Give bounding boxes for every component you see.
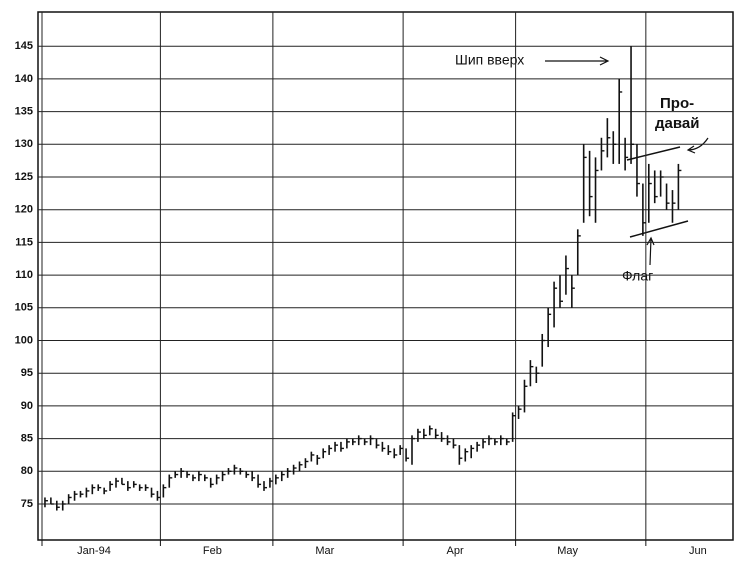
y-tick-label: 100 xyxy=(15,334,33,346)
x-tick-label: Feb xyxy=(203,545,222,557)
flag-upper-line xyxy=(626,146,681,161)
annotation-spike: Шип вверх xyxy=(455,52,524,68)
y-tick-label: 90 xyxy=(21,400,33,412)
y-tick-label: 125 xyxy=(15,171,33,183)
y-tick-label: 110 xyxy=(15,269,33,281)
x-tick-label: Jan-94 xyxy=(77,545,111,557)
annotation-sell: давай xyxy=(655,115,699,132)
x-tick-label: Mar xyxy=(315,545,334,557)
y-tick-label: 80 xyxy=(21,465,33,477)
spike-arrow xyxy=(545,56,610,66)
sell-arrow xyxy=(686,137,709,154)
flag-lower-line xyxy=(629,220,689,238)
y-tick-label: 95 xyxy=(21,367,33,379)
x-tick-label: Jun xyxy=(689,545,707,557)
y-tick-label: 115 xyxy=(15,236,33,248)
y-tick-label: 130 xyxy=(15,138,33,150)
y-tick-label: 135 xyxy=(15,106,33,118)
y-tick-label: 105 xyxy=(15,302,33,314)
y-tick-label: 120 xyxy=(15,204,33,216)
x-tick-label: May xyxy=(557,545,578,557)
annotation-flag: Флаг xyxy=(622,268,653,284)
x-tick-label: Apr xyxy=(447,545,464,557)
y-tick-label: 75 xyxy=(21,498,33,510)
y-tick-label: 140 xyxy=(15,73,33,85)
y-tick-label: 145 xyxy=(15,40,33,52)
plot-frame xyxy=(37,11,734,541)
y-tick-label: 85 xyxy=(21,433,33,445)
annotation-sell: Про- xyxy=(660,95,694,112)
